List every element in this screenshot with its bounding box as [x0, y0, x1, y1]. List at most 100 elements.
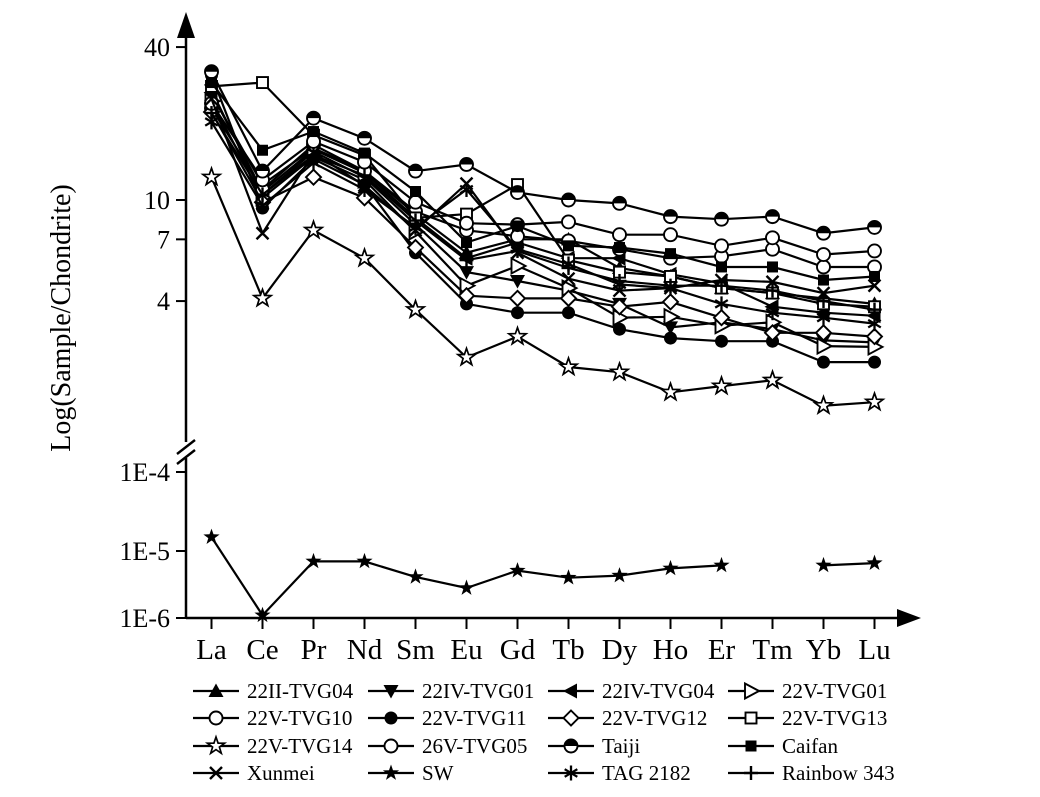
- marker-circle-open: [816, 259, 831, 275]
- x-tick-label: Eu: [450, 634, 482, 666]
- marker-square-filled: [716, 261, 727, 273]
- legend-label: 22IV-TVG01: [422, 679, 534, 703]
- marker-square-filled: [745, 740, 757, 752]
- marker-asterisk: [255, 200, 270, 211]
- series-rainbow-343: [204, 106, 882, 317]
- series-line: [210, 121, 875, 325]
- marker-triangle-down: [459, 266, 474, 280]
- x-tick-label: La: [196, 634, 227, 666]
- marker-square-filled: [665, 248, 676, 260]
- marker-diamond-open: [304, 168, 323, 187]
- marker-star-filled: [458, 579, 475, 595]
- x-tick-label: Yb: [806, 634, 841, 666]
- marker-star-open: [204, 734, 228, 756]
- marker-diamond-open: [562, 709, 580, 727]
- marker-circle-half-top: [766, 210, 779, 217]
- y-tick-label: 4: [157, 287, 170, 316]
- legend-label: Rainbow 343: [782, 761, 895, 785]
- marker-diamond-open: [457, 286, 476, 305]
- series-22v-tvg12: [202, 103, 884, 346]
- marker-asterisk: [459, 184, 474, 195]
- marker-circle-filled: [868, 355, 881, 369]
- series-line: [210, 102, 875, 256]
- x-tick-label: Lu: [858, 634, 890, 666]
- marker-star-open: [200, 165, 223, 187]
- legend-item-22v-tvg12: 22V-TVG12: [548, 706, 707, 730]
- series-line: [210, 107, 875, 269]
- marker-star-filled: [611, 567, 628, 583]
- marker-circle-half-top: [562, 193, 575, 200]
- marker-triangle-down: [510, 274, 525, 289]
- y-axis-arrowhead: [177, 12, 195, 38]
- marker-asterisk: [714, 299, 729, 309]
- legend-item-taiji: Taiji: [548, 734, 640, 758]
- legend-label: 22V-TVG12: [602, 706, 707, 730]
- marker-triangle-down: [663, 321, 678, 335]
- legend-label: 22V-TVG11: [422, 706, 527, 730]
- marker-x: [765, 275, 780, 289]
- marker-circle-half-top: [409, 164, 422, 172]
- x-tick-label: Ho: [653, 634, 688, 666]
- marker-diamond-open: [355, 188, 374, 207]
- legend-item-tag-2182: TAG 2182: [548, 761, 691, 785]
- y-tick-label: 40: [144, 33, 170, 62]
- series-line: [210, 100, 875, 348]
- marker-circle-open: [816, 247, 831, 262]
- marker-circle-open: [765, 230, 780, 246]
- marker-circle-half-top: [358, 131, 371, 139]
- marker-star-open: [710, 374, 733, 396]
- series-22iv-tvg01: [204, 84, 882, 350]
- marker-square-filled: [359, 147, 370, 159]
- marker-circle-half-top: [715, 212, 728, 220]
- series-line: [210, 176, 875, 407]
- legend-label: 22V-TVG10: [247, 706, 352, 730]
- marker-square-filled: [410, 186, 421, 198]
- legend-label: 22II-TVG04: [247, 679, 354, 703]
- series-22v-tvg14: [200, 165, 886, 415]
- marker-asterisk: [306, 158, 321, 168]
- x-tick-label: Tb: [552, 634, 584, 666]
- x-tick-label: Gd: [500, 634, 536, 666]
- legend-label: 22V-TVG13: [782, 706, 887, 730]
- legend-item-22v-tvg11: 22V-TVG11: [368, 706, 527, 730]
- y-axis-break-slash: [176, 449, 196, 465]
- series-22iv-tvg04: [203, 84, 881, 324]
- marker-square-open: [256, 76, 269, 90]
- marker-circle-open: [459, 215, 474, 231]
- marker-star-open: [455, 345, 478, 367]
- marker-circle-open: [714, 238, 729, 254]
- marker-circle-half-top: [307, 111, 320, 119]
- marker-triangle-right: [663, 307, 681, 326]
- marker-circle-half-top: [460, 157, 473, 165]
- series-tag-2182: [204, 114, 882, 332]
- marker-diamond-open: [508, 289, 527, 308]
- marker-x: [816, 286, 831, 300]
- marker-x: [204, 92, 219, 106]
- legend-label: 26V-TVG05: [422, 734, 527, 758]
- series-taiji: [204, 64, 882, 241]
- marker-star-open: [353, 246, 376, 268]
- legend-item-sw: SW: [368, 761, 454, 785]
- marker-triangle-right: [816, 336, 834, 356]
- marker-x: [209, 766, 223, 780]
- marker-circle-half-top: [664, 210, 677, 217]
- series-line: [823, 562, 875, 567]
- marker-star-open: [557, 355, 580, 377]
- marker-x: [255, 226, 270, 241]
- marker-circle-open: [408, 194, 423, 210]
- series-line: [210, 81, 875, 282]
- series-line: [210, 94, 875, 305]
- legend-label: Xunmei: [247, 761, 315, 785]
- marker-circle-half-top: [511, 186, 524, 193]
- marker-triangle-down: [383, 685, 399, 699]
- marker-asterisk: [816, 312, 831, 323]
- marker-star-filled: [305, 552, 322, 569]
- marker-star-filled: [815, 556, 832, 573]
- legend-item-22iv-tvg04: 22IV-TVG04: [548, 679, 715, 703]
- y-axis-break-gap: [183, 442, 189, 458]
- marker-star-filled: [662, 559, 679, 576]
- marker-diamond-open: [610, 297, 629, 316]
- marker-diamond-open: [661, 293, 680, 311]
- marker-asterisk: [867, 318, 882, 329]
- marker-circle-filled: [715, 334, 728, 348]
